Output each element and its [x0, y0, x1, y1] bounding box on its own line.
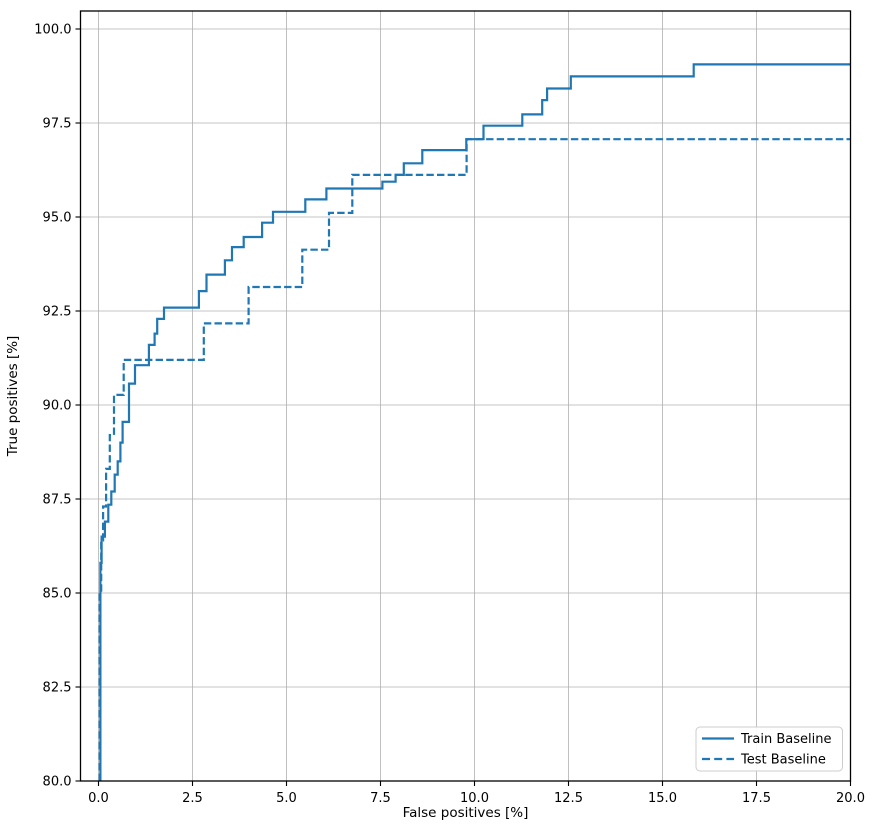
legend-label-train: Train Baseline: [740, 732, 831, 747]
x-axis-label: False positives [%]: [403, 805, 529, 821]
legend-label-test: Test Baseline: [740, 753, 826, 768]
y-tick-label: 92.5: [43, 305, 72, 320]
grid-layer: [80, 11, 851, 782]
y-axis-label: True positives [%]: [5, 336, 21, 458]
y-tick-label: 90.0: [43, 399, 72, 414]
y-tick-label: 85.0: [43, 587, 72, 602]
plot-area-border: [79, 10, 852, 782]
test-baseline-curve: [98, 138, 851, 781]
curve-layer: [98, 63, 851, 781]
x-tick-label: 20.0: [836, 791, 865, 806]
x-tick-label: 7.5: [370, 791, 391, 806]
x-tick-label: 15.0: [648, 791, 677, 806]
y-tick-label: 87.5: [43, 493, 72, 508]
x-tick-label: 5.0: [276, 791, 297, 806]
x-tick-label: 17.5: [742, 791, 771, 806]
legend: Train Baseline Test Baseline: [695, 726, 843, 772]
x-tick-label: 10.0: [460, 791, 489, 806]
x-tick-label: 2.5: [182, 791, 203, 806]
y-tick-label: 82.5: [43, 681, 72, 696]
x-tick-label: 0.0: [88, 791, 109, 806]
tick-layer: 0.0 2.5 5.0 7.5 10.0 12.5 15.0 17.5 20.0 80.0 82.5…: [34, 23, 865, 807]
y-tick-label: 80.0: [43, 775, 72, 790]
y-tick-label: 97.5: [43, 117, 72, 132]
y-tick-label: 95.0: [43, 211, 72, 226]
y-tick-label: 100.0: [34, 23, 71, 38]
train-baseline-curve: [99, 63, 851, 781]
x-tick-label: 12.5: [554, 791, 583, 806]
